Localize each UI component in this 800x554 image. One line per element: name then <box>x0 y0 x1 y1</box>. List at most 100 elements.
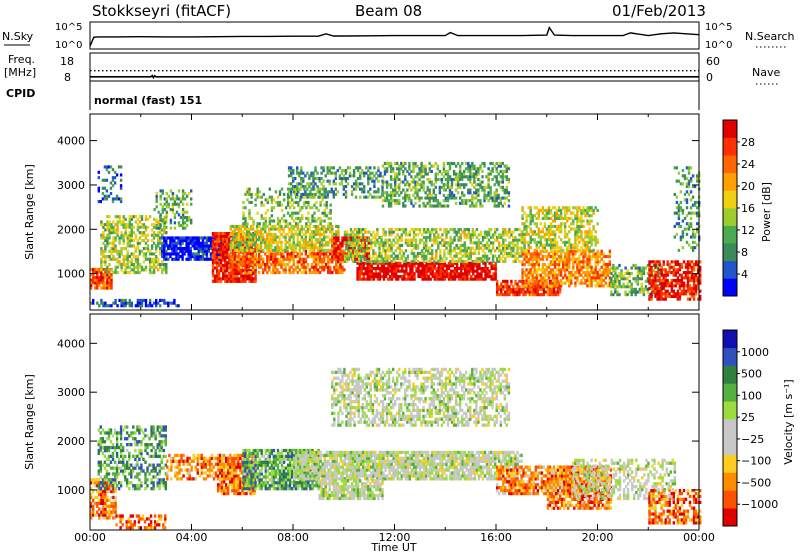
power-cell <box>392 193 395 197</box>
power-cell <box>572 263 575 267</box>
power-cell <box>243 235 247 239</box>
power-cell <box>309 222 312 226</box>
power-cell <box>205 241 209 245</box>
power-cell <box>313 195 316 199</box>
power-cell <box>177 213 181 217</box>
power-cell <box>463 230 466 234</box>
power-cell <box>128 255 131 259</box>
power-cell <box>197 236 200 240</box>
power-cell <box>276 216 280 220</box>
power-cell <box>504 243 507 247</box>
power-cell <box>118 220 121 224</box>
power-cell <box>308 246 312 250</box>
power-cell <box>378 277 382 281</box>
power-cell <box>179 197 183 201</box>
power-cell <box>353 243 357 247</box>
power-cell <box>108 225 111 229</box>
power-cell <box>409 275 412 279</box>
power-cell <box>533 230 536 234</box>
power-cell <box>165 265 168 269</box>
power-cell <box>287 169 291 173</box>
power-cell <box>268 230 271 234</box>
power-cell <box>602 271 605 275</box>
power-cell <box>339 255 342 259</box>
power-cell <box>568 279 571 283</box>
power-cell <box>187 236 190 240</box>
power-cell <box>459 167 462 171</box>
power-cell <box>582 263 585 267</box>
power-cell <box>307 200 310 204</box>
power-cell <box>298 260 301 264</box>
power-cell <box>114 298 117 302</box>
power-cell <box>300 271 303 275</box>
power-cell <box>370 272 373 276</box>
power-cell <box>187 239 190 243</box>
power-cell <box>410 249 414 253</box>
power-cell <box>262 248 265 252</box>
power-cell <box>443 251 446 255</box>
power-cell <box>185 194 189 198</box>
power-cell <box>535 263 538 267</box>
power-cell <box>527 260 530 264</box>
power-cell <box>270 252 273 256</box>
power-cell <box>177 221 181 225</box>
power-cell <box>346 177 350 181</box>
power-cell <box>502 233 505 237</box>
power-cell <box>144 255 148 259</box>
power-cell <box>439 228 442 232</box>
power-cell <box>144 247 148 251</box>
power-cell <box>120 220 123 224</box>
power-cell <box>488 275 491 279</box>
power-cell <box>545 268 549 272</box>
power-cell <box>483 233 487 237</box>
power-cell <box>286 198 290 202</box>
power-cell <box>395 267 398 271</box>
power-cell <box>132 263 135 267</box>
power-cell <box>433 257 436 261</box>
power-cell <box>314 240 318 244</box>
power-cell <box>489 161 492 165</box>
power-cell <box>224 245 227 249</box>
power-cell <box>559 257 563 261</box>
power-cell <box>116 231 119 235</box>
power-cell <box>159 225 162 229</box>
power-cell <box>523 273 526 277</box>
power-cell <box>454 172 458 176</box>
power-cell <box>284 246 287 250</box>
power-cell <box>434 204 437 208</box>
power-cell <box>274 200 278 204</box>
power-cell <box>466 261 469 265</box>
power-cell <box>491 199 494 203</box>
power-cell <box>228 234 231 238</box>
power-cell <box>161 244 164 248</box>
power-cell <box>134 304 138 308</box>
power-cell <box>185 244 188 248</box>
power-cell <box>491 235 495 239</box>
power-cell <box>588 273 591 277</box>
power-cell <box>584 279 587 283</box>
power-cell <box>352 169 356 173</box>
power-cell <box>525 276 528 280</box>
power-cell <box>195 241 198 245</box>
power-cell <box>140 231 144 235</box>
power-cell <box>398 169 401 173</box>
power-cell <box>144 217 148 221</box>
power-cell <box>426 193 429 197</box>
power-cell <box>356 169 360 173</box>
power-cell <box>361 171 364 175</box>
power-cell <box>525 224 528 228</box>
power-cell <box>316 190 319 194</box>
power-cell <box>244 216 247 220</box>
power-cell <box>366 259 369 263</box>
power-cell <box>132 252 135 256</box>
power-cell <box>116 249 119 253</box>
power-cell <box>498 287 501 291</box>
power-cell <box>382 261 386 265</box>
power-cell <box>171 236 174 240</box>
power-cell <box>485 196 488 200</box>
power-cell <box>384 267 388 271</box>
power-cell <box>276 252 279 256</box>
power-cell <box>499 201 502 205</box>
power-cell <box>518 246 521 250</box>
power-cell <box>388 249 391 253</box>
